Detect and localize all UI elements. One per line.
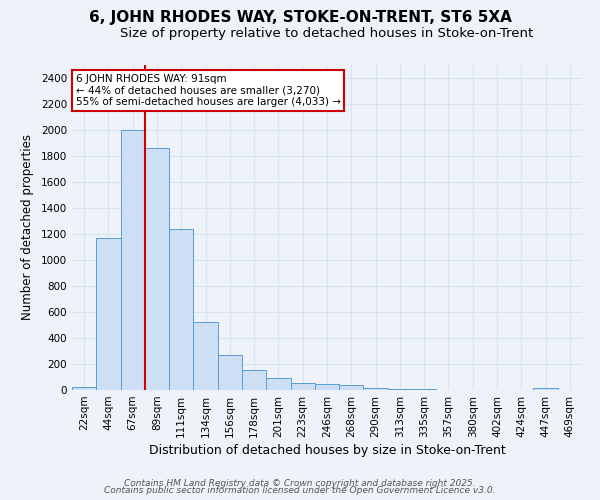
Title: Size of property relative to detached houses in Stoke-on-Trent: Size of property relative to detached ho… <box>121 27 533 40</box>
Bar <box>193 322 218 390</box>
Text: Contains HM Land Registry data © Crown copyright and database right 2025.: Contains HM Land Registry data © Crown c… <box>124 478 476 488</box>
Bar <box>121 130 145 390</box>
Bar <box>242 370 266 390</box>
Bar <box>96 238 121 390</box>
Bar <box>72 387 96 390</box>
Bar <box>388 389 412 390</box>
Bar <box>364 388 388 390</box>
Bar <box>266 378 290 390</box>
X-axis label: Distribution of detached houses by size in Stoke-on-Trent: Distribution of detached houses by size … <box>149 444 505 457</box>
Bar <box>218 355 242 390</box>
Text: 6, JOHN RHODES WAY, STOKE-ON-TRENT, ST6 5XA: 6, JOHN RHODES WAY, STOKE-ON-TRENT, ST6 … <box>89 10 511 25</box>
Bar <box>145 148 169 390</box>
Bar <box>169 229 193 390</box>
Text: 6 JOHN RHODES WAY: 91sqm
← 44% of detached houses are smaller (3,270)
55% of sem: 6 JOHN RHODES WAY: 91sqm ← 44% of detach… <box>76 74 341 108</box>
Bar <box>533 388 558 390</box>
Bar <box>339 385 364 390</box>
Bar <box>290 383 315 390</box>
Text: Contains public sector information licensed under the Open Government Licence v3: Contains public sector information licen… <box>104 486 496 495</box>
Bar <box>315 384 339 390</box>
Y-axis label: Number of detached properties: Number of detached properties <box>21 134 34 320</box>
